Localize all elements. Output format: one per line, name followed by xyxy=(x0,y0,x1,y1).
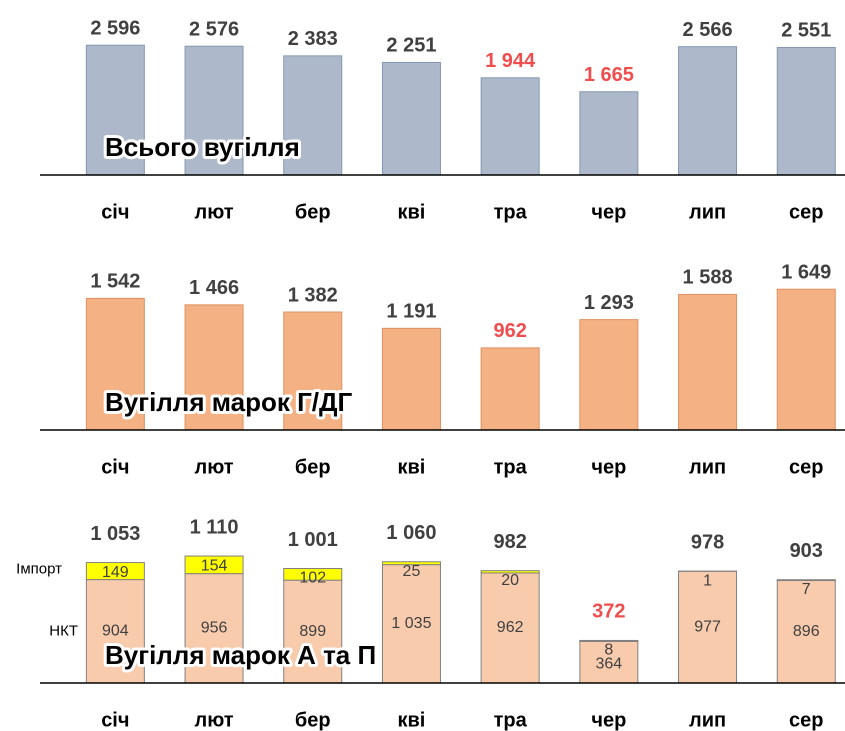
value-label: 2 596 xyxy=(90,17,140,39)
value-label: 1 944 xyxy=(485,50,536,72)
total-label: 978 xyxy=(691,531,724,553)
x-tick-label: лют xyxy=(195,201,234,223)
x-tick-label: тра xyxy=(494,709,528,731)
bar-segment xyxy=(381,564,441,684)
bar xyxy=(184,45,244,176)
x-tick-label: кві xyxy=(398,709,426,731)
value-label: 1 665 xyxy=(584,64,634,86)
segment-label: 1 xyxy=(703,572,712,589)
x-tick-label: сер xyxy=(789,456,823,478)
x-tick-label: сер xyxy=(789,201,823,223)
bar xyxy=(283,55,343,176)
x-tick-label: лип xyxy=(689,709,726,731)
x-tick-label: лип xyxy=(689,201,726,223)
value-label: 2 576 xyxy=(189,18,239,40)
x-tick-label: чер xyxy=(591,201,626,223)
x-tick-label: лют xyxy=(195,456,234,478)
bar xyxy=(678,46,738,176)
bar-segment xyxy=(184,573,244,684)
x-tick-label: січ xyxy=(101,709,129,731)
bar-segment xyxy=(184,555,244,575)
bar-segment xyxy=(381,561,441,566)
total-label: 1 060 xyxy=(386,522,436,544)
bar xyxy=(776,46,836,176)
value-label: 1 191 xyxy=(386,301,436,323)
bar xyxy=(480,347,540,431)
segment-label: 956 xyxy=(201,620,228,637)
bar xyxy=(283,311,343,431)
bar xyxy=(480,77,540,176)
x-tick-label: тра xyxy=(494,456,528,478)
segment-label: 962 xyxy=(497,619,524,636)
value-label: 962 xyxy=(493,320,526,342)
segment-label: 25 xyxy=(403,563,421,580)
segment-label: 8 xyxy=(604,642,613,659)
chart-title: Вугілля марок Г/ДГ xyxy=(105,387,353,417)
segment-label: 977 xyxy=(694,618,721,635)
value-label: 2 251 xyxy=(386,35,436,57)
chart-title: Всього вугілля xyxy=(105,132,300,162)
bar xyxy=(184,304,244,431)
value-label: 1 588 xyxy=(683,267,733,289)
bar xyxy=(579,319,639,431)
x-tick-label: лип xyxy=(689,456,726,478)
total-label: 1 001 xyxy=(288,529,338,551)
bar-segment xyxy=(85,562,145,581)
segment-label: 7 xyxy=(802,581,811,598)
bar xyxy=(776,288,836,431)
legend-label: НКТ xyxy=(49,622,78,639)
x-tick-label: бер xyxy=(295,709,331,731)
bar xyxy=(85,297,145,431)
x-tick-label: чер xyxy=(591,709,626,731)
value-label: 2 551 xyxy=(781,20,831,42)
total-label: 1 110 xyxy=(190,516,239,538)
segment-label: 149 xyxy=(102,564,129,581)
x-tick-label: кві xyxy=(398,201,426,223)
bar xyxy=(579,91,639,176)
x-tick-label: тра xyxy=(494,201,528,223)
segment-label: 102 xyxy=(299,570,326,587)
bar-segment xyxy=(776,579,836,582)
x-tick-label: сер xyxy=(789,709,823,731)
bar-segment xyxy=(579,639,639,642)
value-label: 1 382 xyxy=(288,284,338,306)
bar xyxy=(381,61,441,176)
segment-label: 364 xyxy=(595,655,622,672)
bar xyxy=(678,293,738,431)
x-tick-label: січ xyxy=(101,201,129,223)
segment-label: 899 xyxy=(299,623,326,640)
value-label: 1 542 xyxy=(90,271,140,293)
segment-label: 904 xyxy=(102,623,129,640)
x-tick-label: січ xyxy=(101,456,129,478)
x-tick-label: чер xyxy=(591,456,626,478)
legend-label: Імпорт xyxy=(16,561,62,578)
chart-title: Вугілля марок А та П xyxy=(105,640,376,670)
x-tick-label: кві xyxy=(398,456,426,478)
value-label: 2 566 xyxy=(683,19,733,41)
total-label: 372 xyxy=(592,601,625,623)
segment-label: 1 035 xyxy=(391,615,431,632)
segment-label: 154 xyxy=(201,557,228,574)
value-label: 1 293 xyxy=(584,292,634,314)
x-tick-label: бер xyxy=(295,201,331,223)
bar-segment xyxy=(85,579,145,684)
value-label: 2 383 xyxy=(288,28,338,50)
bar-segment xyxy=(480,570,540,574)
total-label: 1 053 xyxy=(90,523,140,545)
x-tick-label: лют xyxy=(195,709,234,731)
segment-label: 896 xyxy=(793,623,820,640)
total-label: 982 xyxy=(493,531,526,553)
total-label: 903 xyxy=(790,540,823,562)
segment-label: 20 xyxy=(501,572,519,589)
bar-segment xyxy=(283,568,343,581)
x-tick-label: бер xyxy=(295,456,331,478)
bar xyxy=(381,327,441,431)
value-label: 1 649 xyxy=(781,262,831,284)
bar-segment xyxy=(480,572,540,684)
bar xyxy=(85,44,145,176)
value-label: 1 466 xyxy=(189,277,239,299)
